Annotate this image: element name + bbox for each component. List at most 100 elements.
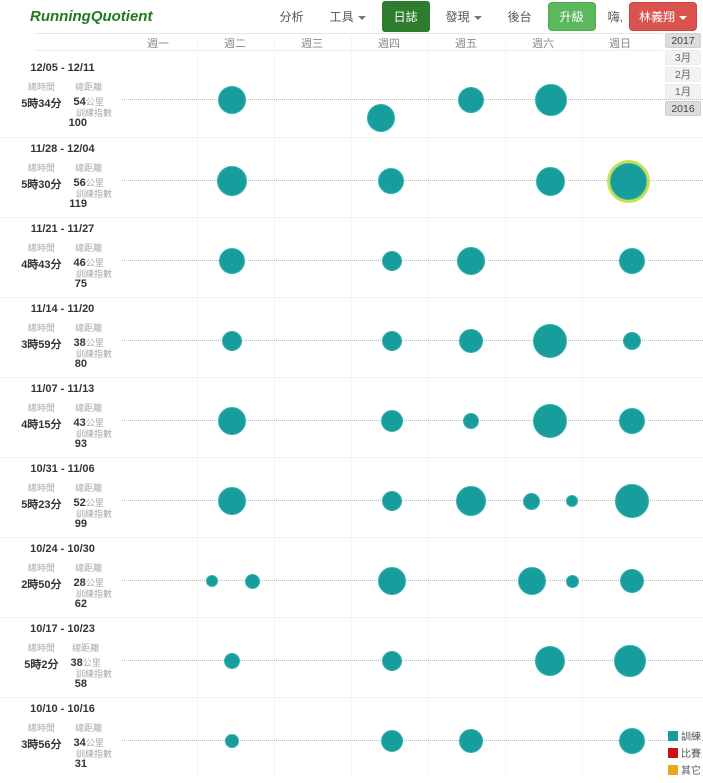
top-navbar: RunningQuotient 分析 工具 日誌 發現 後台 升級 嗨, 林義翔: [0, 0, 703, 33]
side-nav-2017[interactable]: 2017: [665, 33, 701, 48]
workout-bubble[interactable]: [566, 495, 578, 507]
total-time-value: 5時34分: [21, 98, 62, 110]
workout-bubble[interactable]: [535, 646, 565, 676]
workout-bubble[interactable]: [463, 413, 479, 429]
training-index-label: 訓練指數: [75, 189, 112, 199]
total-distance-stat: 總距離 38公里: [74, 321, 104, 352]
upgrade-button[interactable]: 升級: [547, 2, 596, 31]
week-row-10/24-10/30: 10/24 - 10/30 總時間 2時50分 總距離 28公里 訓練指數 62: [0, 537, 703, 617]
side-nav-2016[interactable]: 2016: [665, 101, 701, 116]
nav-item-3[interactable]: 日誌: [381, 1, 430, 32]
total-distance-label: 總距離: [75, 82, 103, 92]
workout-bubble[interactable]: [244, 573, 260, 589]
distance-unit: 公里: [85, 578, 104, 588]
total-time-value: 4時43分: [21, 259, 62, 271]
workout-bubble[interactable]: [218, 407, 246, 435]
workout-bubble[interactable]: [456, 486, 486, 516]
week-baseline: [122, 660, 703, 661]
workout-bubble[interactable]: [367, 104, 395, 132]
week-info: 12/05 - 12/11 總時間 5時34分 總距離 54公里 訓練指數 100: [0, 57, 125, 137]
training-index-label: 訓練指數: [75, 669, 112, 679]
side-nav-2m[interactable]: 2月: [665, 67, 701, 82]
total-time-value: 3時59分: [21, 339, 62, 351]
workout-bubble[interactable]: [217, 166, 247, 196]
total-time-label: 總時間: [27, 643, 55, 653]
workout-bubble[interactable]: [206, 575, 218, 587]
chevron-down-icon: [473, 15, 482, 20]
total-distance-value: 56公里: [74, 176, 104, 189]
chevron-down-icon: [357, 15, 366, 20]
workout-bubble[interactable]: [533, 324, 567, 358]
training-index-value: 62: [74, 598, 87, 610]
workout-bubble[interactable]: [382, 331, 402, 351]
workout-bubble[interactable]: [218, 86, 246, 114]
week-stats: 總時間 4時15分 總距離 43公里: [0, 401, 125, 432]
workout-bubble[interactable]: [619, 728, 645, 754]
distance-unit: 公里: [85, 97, 104, 107]
workout-bubble[interactable]: [382, 491, 402, 511]
week-date-range: 11/14 - 11/20: [30, 303, 95, 315]
workout-bubble[interactable]: [378, 168, 404, 194]
workout-bubble[interactable]: [623, 332, 641, 350]
nav-item-2[interactable]: 工具: [320, 3, 376, 30]
training-index-value: 58: [74, 678, 87, 690]
total-time-value: 5時23分: [21, 499, 62, 511]
side-nav-1m[interactable]: 1月: [665, 84, 701, 99]
user-menu-button[interactable]: 林義翔: [628, 2, 697, 31]
distance-number: 52: [73, 497, 86, 509]
workout-bubble[interactable]: [382, 651, 402, 671]
total-distance-value: 38公里: [70, 656, 100, 669]
workout-bubble[interactable]: [382, 251, 402, 271]
total-distance-label: 總距離: [75, 483, 103, 493]
week-info: 11/21 - 11/27 總時間 4時43分 總距離 46公里 訓練指數 75: [0, 218, 125, 298]
workout-bubble[interactable]: [615, 484, 649, 518]
distance-number: 43: [73, 417, 86, 429]
training-index-value: 93: [74, 438, 87, 450]
workout-bubble[interactable]: [459, 729, 483, 753]
workout-bubble[interactable]: [518, 567, 546, 595]
distance-number: 46: [73, 257, 86, 269]
brand-logo[interactable]: RunningQuotient: [30, 8, 153, 25]
week-date-range: 11/21 - 11/27: [30, 223, 95, 235]
workout-bubble[interactable]: [522, 492, 540, 510]
workout-bubble[interactable]: [222, 331, 242, 351]
workout-bubble[interactable]: [535, 84, 567, 116]
total-time-label: 總時間: [27, 723, 55, 733]
workout-bubble[interactable]: [619, 248, 645, 274]
workout-bubble[interactable]: [535, 166, 565, 196]
total-distance-value: 38公里: [74, 336, 104, 349]
workout-bubble[interactable]: [224, 653, 240, 669]
total-distance-stat: 總距離 43公里: [74, 401, 104, 432]
weekday-header-1: 週一: [147, 38, 169, 50]
total-time-label: 總時間: [27, 563, 55, 573]
nav-item-4[interactable]: 發現: [436, 3, 492, 30]
workout-bubble[interactable]: [378, 567, 406, 595]
workout-bubble[interactable]: [619, 408, 645, 434]
workout-bubble[interactable]: [457, 247, 485, 275]
workout-bubble[interactable]: [381, 730, 403, 752]
training-index-label: 訓練指數: [75, 509, 112, 519]
total-time-stat: 總時間 4時15分: [21, 401, 61, 432]
workout-bubble[interactable]: [620, 569, 644, 593]
workout-bubble[interactable]: [218, 487, 246, 515]
workout-bubble[interactable]: [381, 410, 403, 432]
nav-item-1[interactable]: 分析: [279, 10, 304, 24]
workout-bubble[interactable]: [533, 404, 567, 438]
date-side-nav: 2017 3月 2月 1月 2016: [665, 33, 701, 118]
side-nav-3m[interactable]: 3月: [665, 50, 701, 65]
weekday-header-7: 週日: [609, 38, 631, 50]
workout-bubble[interactable]: [459, 329, 483, 353]
workout-bubble[interactable]: [219, 248, 245, 274]
distance-number: 28: [73, 577, 86, 589]
workout-bubble[interactable]: [565, 574, 579, 588]
nav-item-5[interactable]: 後台: [507, 10, 532, 24]
total-distance-value: 54公里: [74, 95, 104, 108]
workout-bubble-highlighted[interactable]: [609, 162, 647, 200]
legend-swatch-icon: [668, 747, 678, 758]
distance-unit: 公里: [85, 498, 104, 508]
workout-bubble[interactable]: [614, 645, 646, 677]
workout-bubble[interactable]: [458, 87, 484, 113]
workout-bubble[interactable]: [225, 734, 239, 748]
weekday-header-6: 週六: [532, 38, 554, 50]
